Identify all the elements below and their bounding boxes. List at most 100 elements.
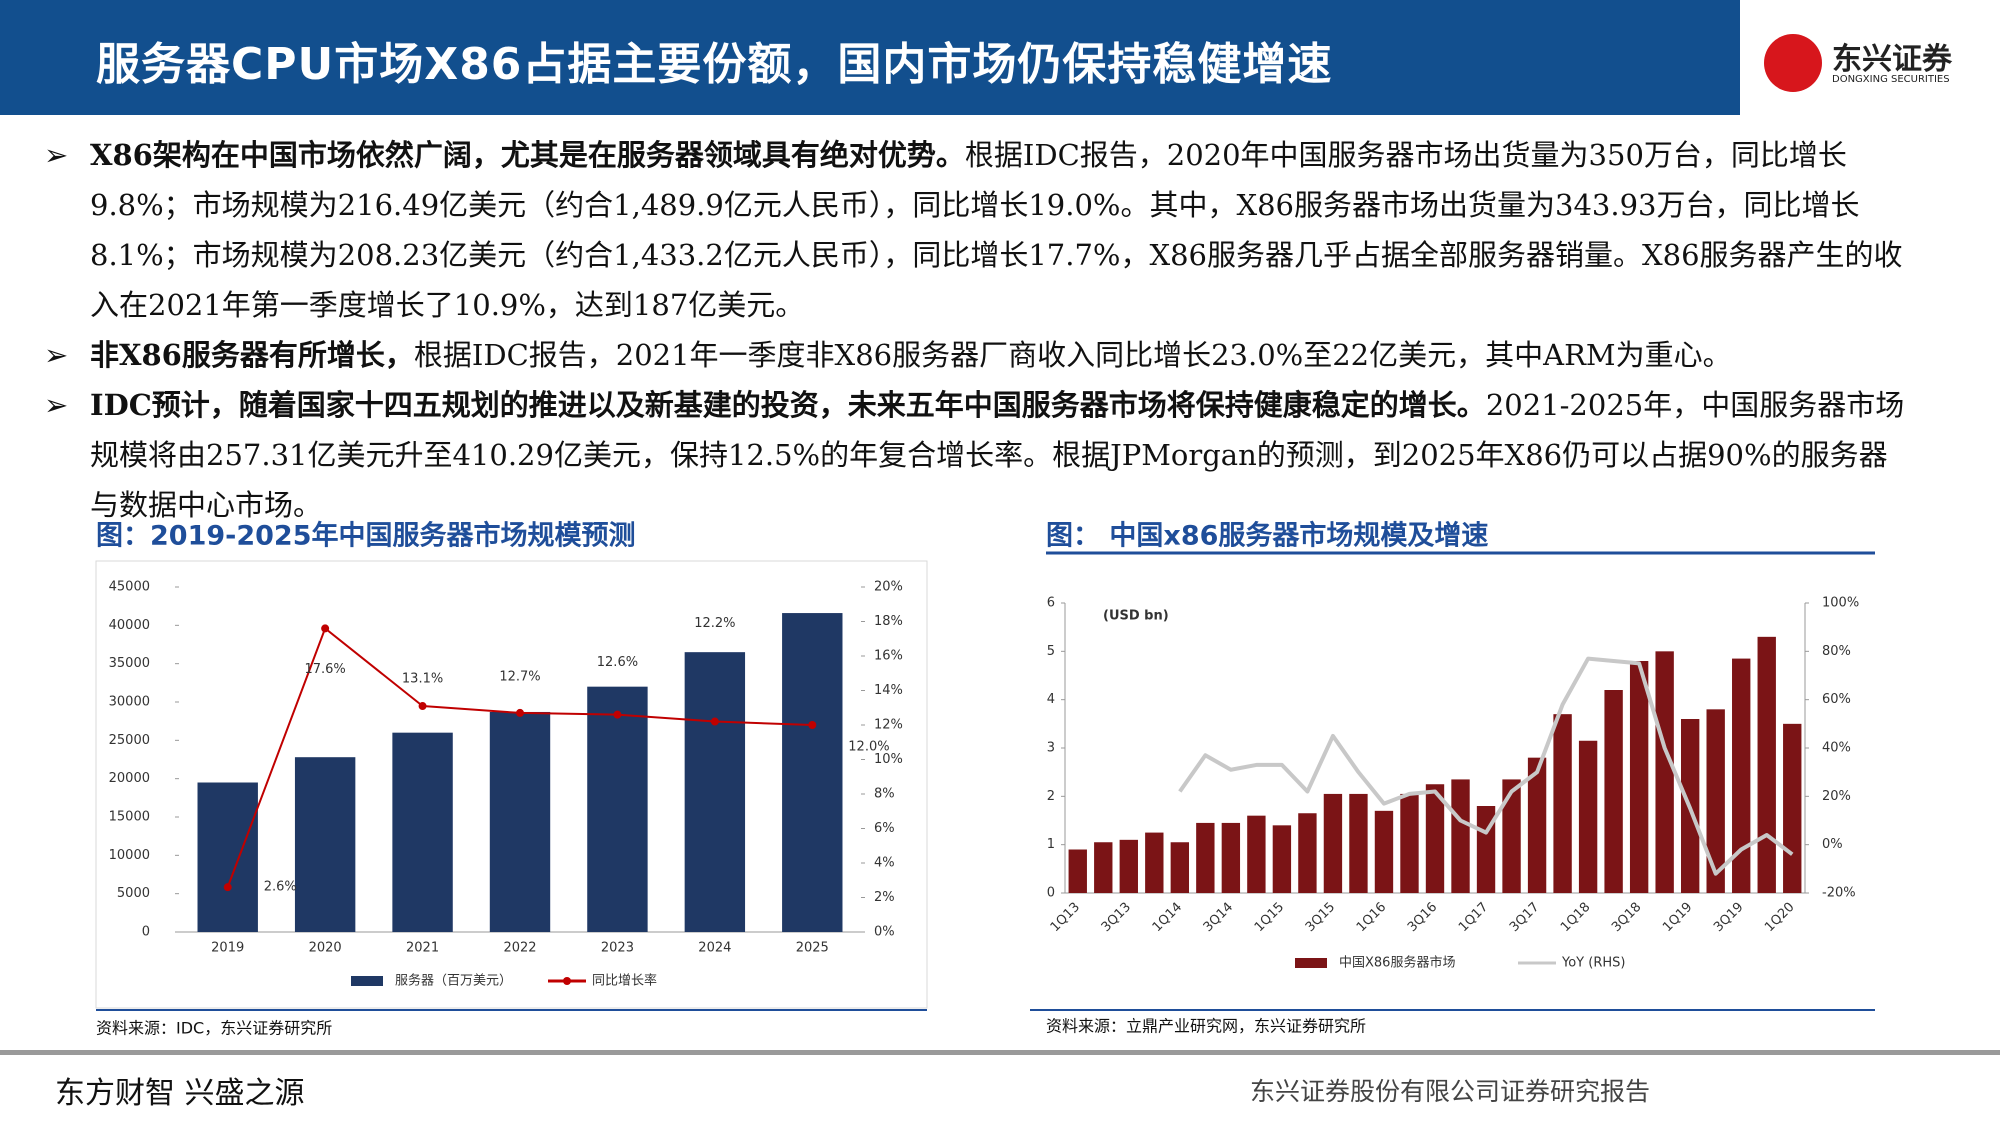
bar [1655, 651, 1674, 893]
bar [1068, 849, 1087, 893]
x-tick-label: 1Q19 [1660, 900, 1695, 935]
y-tick-label: 30000 [109, 695, 150, 710]
y2-tick-label: 6% [874, 821, 895, 836]
line-point [321, 624, 330, 633]
chart-title: 图： 中国x86服务器市场规模及增速 [1046, 520, 1488, 552]
y2-tick-label: 60% [1822, 692, 1851, 707]
y2-tick-label: 80% [1822, 644, 1851, 659]
bar [1578, 740, 1598, 893]
y-tick-label: 1 [1047, 837, 1055, 852]
chart-title: 图：2019-2025年中国服务器市场规模预测 [96, 520, 636, 552]
x-tick-label: 1Q18 [1558, 900, 1593, 935]
bar [294, 757, 356, 932]
y2-tick-label: 20% [1822, 789, 1851, 804]
chart-source: 资料来源：IDC，东兴证券研究所 [96, 1019, 332, 1038]
x-tick-label: 3Q18 [1609, 900, 1644, 935]
y2-tick-label: 18% [874, 614, 903, 629]
x-tick-label: 3Q13 [1099, 900, 1134, 935]
x-tick-label: 1Q17 [1456, 900, 1491, 935]
bar [1145, 832, 1164, 893]
chart-frame [95, 560, 928, 1009]
bar [1374, 810, 1394, 893]
unit-label: (USD bn) [1103, 609, 1169, 624]
line-series [1178, 656, 1794, 876]
bar [1629, 661, 1649, 893]
legend-label: 同比增长率 [592, 973, 657, 989]
data-label: 13.1% [402, 672, 443, 687]
x-tick-label: 2022 [503, 941, 536, 956]
y2-tick-label: 14% [874, 683, 903, 698]
bar [1451, 779, 1470, 893]
y-tick-label: 0 [142, 925, 150, 940]
legend-swatch [563, 977, 571, 985]
x-tick-label: 2019 [211, 941, 244, 956]
line-point [516, 708, 524, 717]
legend-swatch [351, 976, 383, 986]
legend-label: 服务器（百万美元） [395, 973, 512, 989]
y-tick-label: 5000 [117, 886, 150, 901]
y2-tick-label: 4% [874, 856, 895, 871]
bar [1247, 815, 1266, 893]
bullet-list: X86架构在中国市场依然广阔，尤其是在服务器领域具有绝对优势。根据IDC报告，2… [44, 130, 1914, 530]
header-title: 服务器CPU市场X86占据主要份额，国内市场仍保持稳健增速 [96, 39, 1333, 90]
legend-label: 中国X86服务器市场 [1339, 955, 1455, 971]
bar [587, 686, 648, 932]
logo: 东兴证券 DONGXING SECURITIES [1760, 28, 1990, 98]
bar [1094, 842, 1113, 893]
x-tick-label: 2020 [309, 941, 342, 956]
data-label: 2.6% [264, 880, 297, 895]
y-tick-label: 20000 [109, 771, 150, 786]
bar [197, 782, 258, 932]
bullet-lead: IDC预计，随着国家十四五规划的推进以及新基建的投资，未来五年中国服务器市场将保… [90, 388, 1486, 422]
x-tick-label: 3Q17 [1507, 900, 1542, 935]
x-tick-label: 2024 [698, 941, 731, 956]
x-tick-label: 3Q16 [1405, 900, 1440, 935]
logo-sub: DONGXING SECURITIES [1832, 74, 1950, 85]
bar [489, 711, 551, 932]
y2-tick-label: 100% [1822, 596, 1859, 611]
bar [1119, 839, 1138, 893]
logo-mark [1764, 34, 1822, 92]
bar [1527, 757, 1547, 893]
header-bar: 服务器CPU市场X86占据主要份额，国内市场仍保持稳健增速 [0, 0, 1740, 115]
bar [1783, 723, 1802, 893]
data-label: 12.7% [499, 669, 540, 684]
y-tick-label: 10000 [109, 848, 150, 863]
y-tick-label: 45000 [109, 580, 150, 595]
y2-tick-label: -20% [1822, 886, 1856, 901]
x-tick-label: 1Q20 [1762, 900, 1797, 935]
footer-right: 东兴证券股份有限公司证券研究报告 [1250, 1077, 1651, 1106]
y-tick-label: 0 [1047, 886, 1055, 901]
bar [1757, 636, 1776, 893]
y2-tick-label: 0% [1822, 837, 1843, 852]
y2-tick-label: 8% [874, 787, 895, 802]
x-tick-label: 3Q15 [1303, 900, 1338, 935]
y-tick-label: 15000 [109, 810, 150, 825]
bullet-lead: X86架构在中国市场依然广阔，尤其是在服务器领域具有绝对优势。 [90, 138, 965, 172]
bar [1732, 658, 1751, 893]
legend-label: YoY (RHS) [1561, 956, 1625, 971]
y-tick-label: 3 [1047, 741, 1055, 756]
y-tick-label: 2 [1047, 789, 1055, 804]
bar [1221, 822, 1241, 893]
y-tick-label: 6 [1047, 596, 1055, 611]
y-tick-label: 5 [1047, 644, 1055, 659]
x-tick-label: 1Q13 [1048, 900, 1083, 935]
bullet-text: 2021-2025年，中国服务器市场规模将由257.31亿美元升至410.29亿… [90, 388, 1905, 522]
y-tick-label: 40000 [109, 618, 150, 633]
y2-tick-label: 40% [1822, 741, 1851, 756]
y2-tick-label: 10% [874, 752, 903, 767]
data-label: 17.6% [304, 662, 345, 677]
bullet: IDC预计，随着国家十四五规划的推进以及新基建的投资，未来五年中国服务器市场将保… [44, 380, 1914, 530]
bar [684, 652, 746, 932]
bar [1170, 842, 1190, 893]
bar [1400, 793, 1419, 893]
line-point [808, 721, 817, 729]
bar [1323, 793, 1343, 893]
bullet-text: 根据IDC报告，2021年一季度非X86服务器厂商收入同比增长23.0%至22亿… [413, 338, 1732, 372]
bullet: X86架构在中国市场依然广阔，尤其是在服务器领域具有绝对优势。根据IDC报告，2… [44, 130, 1914, 330]
x-tick-label: 3Q14 [1201, 900, 1236, 935]
y2-tick-label: 12% [874, 718, 903, 733]
bullet: 非X86服务器有所增长，根据IDC报告，2021年一季度非X86服务器厂商收入同… [44, 330, 1914, 380]
